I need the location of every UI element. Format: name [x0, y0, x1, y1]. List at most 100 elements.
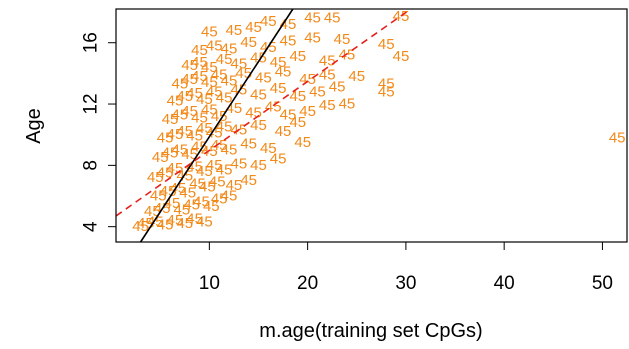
- data-point: 45: [181, 71, 198, 88]
- x-tick-label: 40: [494, 273, 515, 294]
- data-point: 45: [299, 103, 316, 120]
- data-point: 45: [221, 40, 238, 57]
- data-point: 45: [319, 97, 336, 114]
- data-point: 45: [181, 103, 198, 120]
- data-point: 45: [189, 175, 206, 192]
- data-point: 45: [196, 163, 213, 180]
- data-point: 45: [191, 138, 208, 155]
- data-point: 45: [393, 8, 410, 25]
- fit-lines-layer: [115, 8, 412, 243]
- data-point: 45: [339, 96, 356, 113]
- data-point: 45: [216, 161, 233, 178]
- data-point: 45: [378, 36, 395, 53]
- data-point: 45: [193, 194, 210, 211]
- data-point: 45: [157, 165, 174, 182]
- data-point: 45: [201, 23, 218, 40]
- data-point: 45: [172, 142, 189, 159]
- data-point: 45: [191, 42, 208, 59]
- data-point: 45: [186, 211, 203, 228]
- data-point: 45: [211, 137, 228, 154]
- data-point: 45: [289, 114, 306, 131]
- data-point: 45: [289, 88, 306, 105]
- data-point: 45: [245, 19, 262, 36]
- data-point: 45: [206, 83, 223, 100]
- data-point: 45: [230, 155, 247, 172]
- data-point: 45: [221, 142, 238, 159]
- data-point: 45: [206, 37, 223, 54]
- data-point: 45: [206, 157, 223, 174]
- data-point: 45: [216, 89, 233, 106]
- data-point: 45: [211, 66, 228, 83]
- data-point: 45: [150, 188, 167, 205]
- data-point: 45: [201, 143, 218, 160]
- x-tick-label: 10: [199, 273, 220, 294]
- data-point: 45: [230, 56, 247, 73]
- data-point: 45: [226, 22, 243, 39]
- data-point: 45: [221, 188, 238, 205]
- data-point: 45: [203, 198, 220, 215]
- x-tick-label: 30: [395, 273, 416, 294]
- data-point: 45: [299, 71, 316, 88]
- data-point: 45: [201, 59, 218, 76]
- data-point: 45: [289, 48, 306, 65]
- data-point: 45: [378, 83, 395, 100]
- data-point: 45: [160, 183, 177, 200]
- data-point: 45: [304, 30, 321, 47]
- data-point: 45: [304, 10, 321, 27]
- data-point: 45: [167, 92, 184, 109]
- y-tick-label: 16: [81, 32, 102, 53]
- data-point: 45: [280, 106, 297, 123]
- data-point: 45: [255, 69, 272, 86]
- data-point: 45: [152, 149, 169, 166]
- data-point: 45: [206, 125, 223, 142]
- data-point: 45: [132, 218, 149, 235]
- data-point: 45: [201, 74, 218, 91]
- data-point: 45: [294, 134, 311, 151]
- data-point: 45: [211, 191, 228, 208]
- data-point: 45: [176, 123, 193, 140]
- data-point: 45: [191, 109, 208, 126]
- data-point: 45: [186, 158, 203, 175]
- data-point: 45: [162, 111, 179, 128]
- data-point: 45: [196, 120, 213, 137]
- data-point: 45: [167, 126, 184, 143]
- data-point: 45: [260, 140, 277, 157]
- data-point: 45: [186, 128, 203, 145]
- x-axis: 10 20 30 40 50: [199, 241, 613, 294]
- y-tick-label: 8: [81, 160, 102, 171]
- data-point: 45: [378, 76, 395, 93]
- data-point: 45: [280, 16, 297, 33]
- data-point: 45: [250, 157, 267, 174]
- data-point: 45: [260, 13, 277, 30]
- data-point: 45: [275, 63, 292, 80]
- data-point: 45: [270, 151, 287, 168]
- data-point: 45: [162, 145, 179, 162]
- data-point: 45: [275, 123, 292, 140]
- data-point: 45: [157, 217, 174, 234]
- data-point: 45: [179, 184, 196, 201]
- data-point: 45: [181, 57, 198, 74]
- y-axis-title: Age: [23, 108, 45, 144]
- data-point: 45: [176, 215, 193, 232]
- data-point: 45: [176, 88, 193, 105]
- data-point: 45: [393, 48, 410, 65]
- data-point: 45: [211, 108, 228, 125]
- data-point: 45: [209, 174, 226, 191]
- data-point: 45: [250, 86, 267, 103]
- data-point: 45: [167, 160, 184, 177]
- data-point: 45: [609, 129, 626, 146]
- data-point: 45: [181, 146, 198, 163]
- data-point: 45: [348, 68, 365, 85]
- data-point: 45: [240, 34, 257, 51]
- data-point: 45: [270, 54, 287, 71]
- data-point: 45: [319, 53, 336, 70]
- y-axis: 4 8 12 16: [81, 32, 117, 232]
- data-point: 45: [245, 105, 262, 122]
- data-point: 45: [201, 102, 218, 119]
- data-point: 45: [240, 135, 257, 152]
- data-point: 45: [240, 172, 257, 189]
- y-tick-label: 12: [81, 93, 102, 114]
- data-point: 45: [191, 68, 208, 85]
- data-point: 45: [196, 214, 213, 231]
